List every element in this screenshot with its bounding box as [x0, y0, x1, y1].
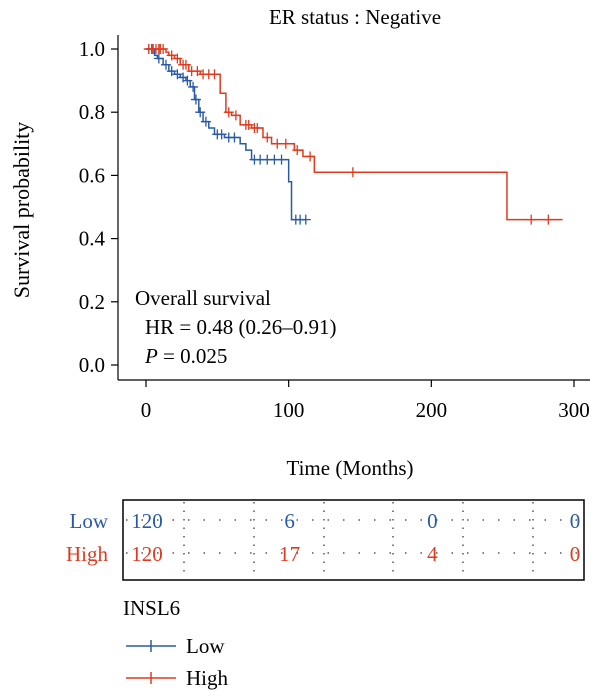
risk-table-grid	[126, 502, 582, 578]
censor-mark-high-22	[262, 132, 273, 143]
risk-value-high-3: 0	[570, 542, 581, 566]
y-tick-label-4: 0.8	[79, 100, 105, 124]
censor-mark-high-15	[209, 69, 220, 80]
censor-mark-high-16	[223, 107, 234, 118]
censor-mark-low-8	[188, 81, 199, 92]
censor-mark-high-23	[272, 138, 283, 149]
chart-title: ER status : Negative	[269, 5, 441, 29]
censor-mark-low-10	[195, 107, 206, 118]
risk-table-box	[122, 499, 585, 581]
censor-mark-low-15	[229, 132, 240, 143]
censor-mark-low-23	[300, 214, 311, 225]
y-axis-ticks: 0.0 0.2 0.4 0.6 0.8 1.0	[79, 37, 118, 377]
censor-mark-low-11	[200, 116, 211, 127]
censor-mark-high-12	[192, 66, 203, 77]
censor-mark-high-7	[166, 50, 177, 61]
y-tick-label-0: 0.0	[79, 353, 105, 377]
legend-label-high: High	[186, 666, 229, 690]
risk-value-high-2: 4	[427, 542, 438, 566]
legend: INSL6 Low High	[123, 596, 229, 690]
y-tick-label-5: 1.0	[79, 37, 105, 61]
x-tick-label-2: 200	[416, 398, 448, 422]
censor-mark-high-19	[243, 119, 254, 130]
annotation-p-label: P	[144, 344, 158, 368]
risk-value-high-0: 120	[131, 542, 163, 566]
risk-value-low-3: 0	[570, 509, 581, 533]
x-tick-label-1: 100	[273, 398, 305, 422]
legend-item-high: High	[126, 666, 229, 690]
censor-mark-low-9	[190, 94, 201, 105]
y-axis-label: Survival probability	[9, 122, 34, 299]
annotation-hr: HR = 0.48 (0.26–0.91)	[145, 315, 337, 339]
risk-value-low-0: 120	[131, 509, 163, 533]
censor-mark-low-13	[216, 129, 227, 140]
censor-mark-low-20	[276, 154, 287, 165]
censor-mark-high-17	[230, 110, 241, 121]
censor-mark-high-10	[180, 59, 191, 70]
censor-mark-high-21	[252, 123, 263, 133]
risk-value-low-1: 6	[284, 509, 295, 533]
censor-mark-high-26	[305, 151, 316, 162]
y-tick-label-1: 0.2	[79, 290, 105, 314]
censor-mark-low-5	[172, 69, 183, 80]
legend-label-low: Low	[186, 634, 225, 658]
risk-row-label-low: Low	[70, 509, 109, 533]
y-tick-label-2: 0.4	[79, 227, 106, 251]
censor-mark-high-28	[526, 214, 537, 225]
x-tick-label-3: 300	[558, 398, 590, 422]
censor-mark-low-2	[153, 53, 164, 64]
plot-frame	[117, 35, 590, 381]
risk-row-label-high: High	[66, 542, 109, 566]
censor-mark-high-8	[172, 53, 183, 64]
risk-value-high-1: 17	[279, 542, 300, 566]
hr-annotation: Overall survival HR = 0.48 (0.26–0.91) P…	[135, 286, 337, 368]
survival-curves	[143, 44, 563, 225]
legend-item-low: Low	[126, 634, 225, 658]
y-tick-label-3: 0.6	[79, 163, 105, 187]
x-axis-label: Time (Months)	[287, 456, 414, 480]
x-tick-label-0: 0	[141, 398, 152, 422]
censor-mark-low-7	[182, 75, 193, 86]
censor-mark-high-27	[347, 167, 358, 178]
censor-mark-high-6	[158, 44, 169, 54]
annotation-p-value: = 0.025	[163, 344, 227, 368]
censor-mark-high-25	[292, 145, 303, 156]
censor-mark-low-3	[160, 59, 171, 70]
legend-title: INSL6	[123, 596, 180, 620]
risk-value-low-2: 0	[427, 509, 438, 533]
annotation-title: Overall survival	[135, 286, 271, 310]
x-axis-ticks: 0 100 200 300	[141, 380, 590, 422]
censor-mark-high-29	[543, 214, 554, 225]
censor-mark-low-4	[166, 66, 177, 77]
censor-mark-high-24	[280, 138, 291, 149]
